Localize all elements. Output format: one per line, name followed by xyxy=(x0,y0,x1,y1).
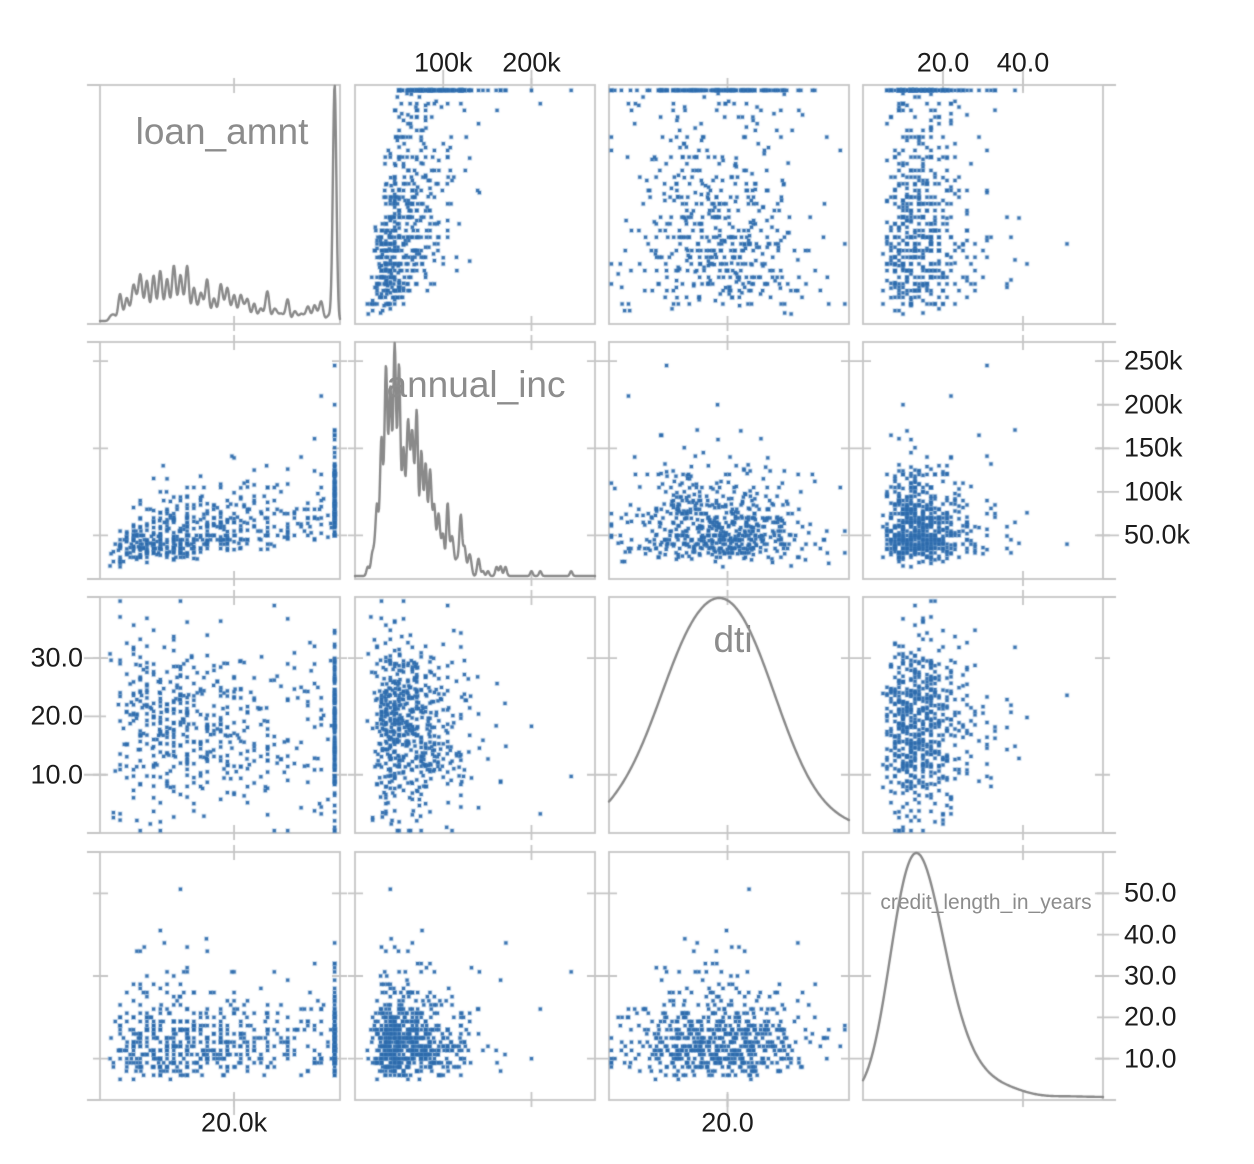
tick-label-annual_inc-200k: 200k xyxy=(502,47,561,78)
tick-label-credit_length_in_years-50.0: 50.0 xyxy=(1124,877,1177,908)
diagonal-label-annual-inc: annual_inc xyxy=(386,364,566,405)
tick-label-annual_inc-200k: 200k xyxy=(1124,389,1183,420)
tick-label-annual_inc-100k: 100k xyxy=(413,47,473,78)
tick-label-dti-10.0: 10.0 xyxy=(30,759,83,790)
tick-label-credit_length_in_years-40.0: 40.0 xyxy=(1124,919,1177,950)
tick-label-annual_inc-50.0k: 50.0k xyxy=(1124,519,1191,550)
tick-label-credit_length_in_years-20.0: 20.0 xyxy=(1124,1001,1177,1032)
tick-label-dti-20.0: 20.0 xyxy=(701,1107,754,1138)
tick-label-annual_inc-150k: 150k xyxy=(1124,432,1183,463)
tick-label-credit_length_in_years-20.0: 20.0 xyxy=(916,47,970,78)
tick-label-dti-30.0: 30.0 xyxy=(30,642,83,673)
tick-label-credit_length_in_years-10.0: 10.0 xyxy=(1124,1043,1177,1074)
tick-label-dti-20.0: 20.0 xyxy=(30,700,83,731)
tick-label-credit_length_in_years-30.0: 30.0 xyxy=(1124,960,1177,991)
diagonal-label-credit-length-in-years: credit_length_in_years xyxy=(880,891,1092,914)
tick-label-annual_inc-100k: 100k xyxy=(1124,476,1183,507)
tick-label-loan_amnt-20.0k: 20.0k xyxy=(201,1107,268,1138)
tick-label-annual_inc-250k: 250k xyxy=(1124,345,1183,376)
tick-label-credit_length_in_years-40.0: 40.0 xyxy=(996,47,1050,78)
diagonal-label-loan-amnt: loan_amnt xyxy=(135,111,309,152)
diagonal-label-dti: dti xyxy=(713,619,753,660)
